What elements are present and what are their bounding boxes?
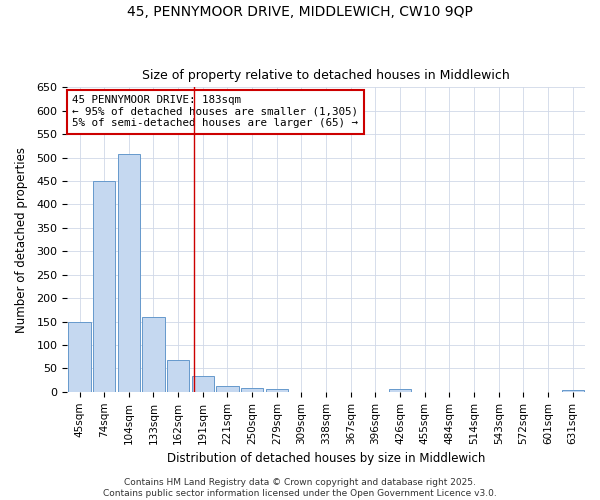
Bar bbox=[389, 390, 411, 392]
Bar bbox=[266, 390, 288, 392]
Bar bbox=[217, 386, 239, 392]
Text: 45, PENNYMOOR DRIVE, MIDDLEWICH, CW10 9QP: 45, PENNYMOOR DRIVE, MIDDLEWICH, CW10 9Q… bbox=[127, 5, 473, 19]
Bar bbox=[167, 360, 189, 392]
Y-axis label: Number of detached properties: Number of detached properties bbox=[15, 146, 28, 332]
Bar bbox=[68, 322, 91, 392]
Bar bbox=[562, 390, 584, 392]
Text: Contains HM Land Registry data © Crown copyright and database right 2025.
Contai: Contains HM Land Registry data © Crown c… bbox=[103, 478, 497, 498]
X-axis label: Distribution of detached houses by size in Middlewich: Distribution of detached houses by size … bbox=[167, 452, 485, 465]
Bar bbox=[118, 154, 140, 392]
Bar bbox=[93, 181, 115, 392]
Bar bbox=[192, 376, 214, 392]
Text: 45 PENNYMOOR DRIVE: 183sqm
← 95% of detached houses are smaller (1,305)
5% of se: 45 PENNYMOOR DRIVE: 183sqm ← 95% of deta… bbox=[73, 95, 358, 128]
Bar bbox=[241, 388, 263, 392]
Title: Size of property relative to detached houses in Middlewich: Size of property relative to detached ho… bbox=[142, 69, 510, 82]
Bar bbox=[142, 317, 164, 392]
